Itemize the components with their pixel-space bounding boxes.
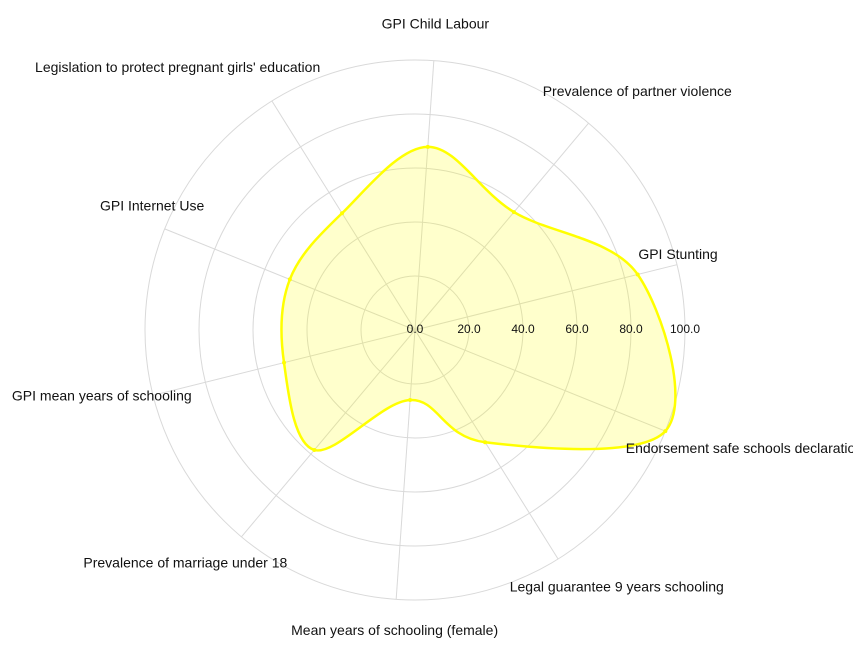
axis-label: GPI Child Labour	[382, 15, 490, 31]
spoke	[395, 329, 416, 600]
radar-area	[280, 145, 677, 452]
point	[287, 277, 292, 282]
point	[511, 210, 516, 215]
r-tick-label: 80.0	[619, 322, 643, 336]
axis-label: Prevalence of marriage under 18	[83, 554, 287, 570]
grid-ring	[144, 59, 686, 601]
r-tick-label: 20.0	[457, 322, 481, 336]
axis-label: Endorsement safe schools declaration	[626, 440, 853, 456]
point	[483, 440, 488, 445]
spoke	[414, 122, 589, 331]
spoke	[414, 329, 559, 560]
spoke	[414, 329, 666, 432]
grid-ring	[360, 275, 470, 385]
axis-label: GPI Internet Use	[100, 197, 204, 213]
spoke	[414, 264, 678, 331]
grid-ring	[306, 221, 524, 439]
axis-label: Prevalence of partner violence	[543, 83, 732, 99]
axis-label: GPI Stunting	[638, 246, 717, 262]
axis-label: Mean years of schooling (female)	[291, 622, 498, 638]
r-tick-label: 40.0	[511, 322, 535, 336]
point	[340, 211, 345, 216]
point	[425, 144, 430, 149]
r-tick-label: 0.0	[407, 322, 424, 336]
axis-label: GPI mean years of schooling	[12, 387, 192, 403]
point	[408, 398, 413, 403]
point	[663, 429, 668, 434]
r-tick-label: 100.0	[670, 322, 700, 336]
point	[312, 447, 317, 452]
spoke	[414, 60, 435, 331]
spoke	[241, 329, 416, 538]
grid-ring	[252, 167, 578, 493]
axis-label: Legal guarantee 9 years schooling	[510, 578, 724, 594]
axis-label: Legislation to protect pregnant girls' e…	[35, 59, 320, 75]
spoke	[271, 100, 416, 331]
point	[282, 360, 287, 365]
grid-ring	[198, 113, 632, 547]
r-tick-label: 60.0	[565, 322, 589, 336]
point	[635, 272, 640, 277]
